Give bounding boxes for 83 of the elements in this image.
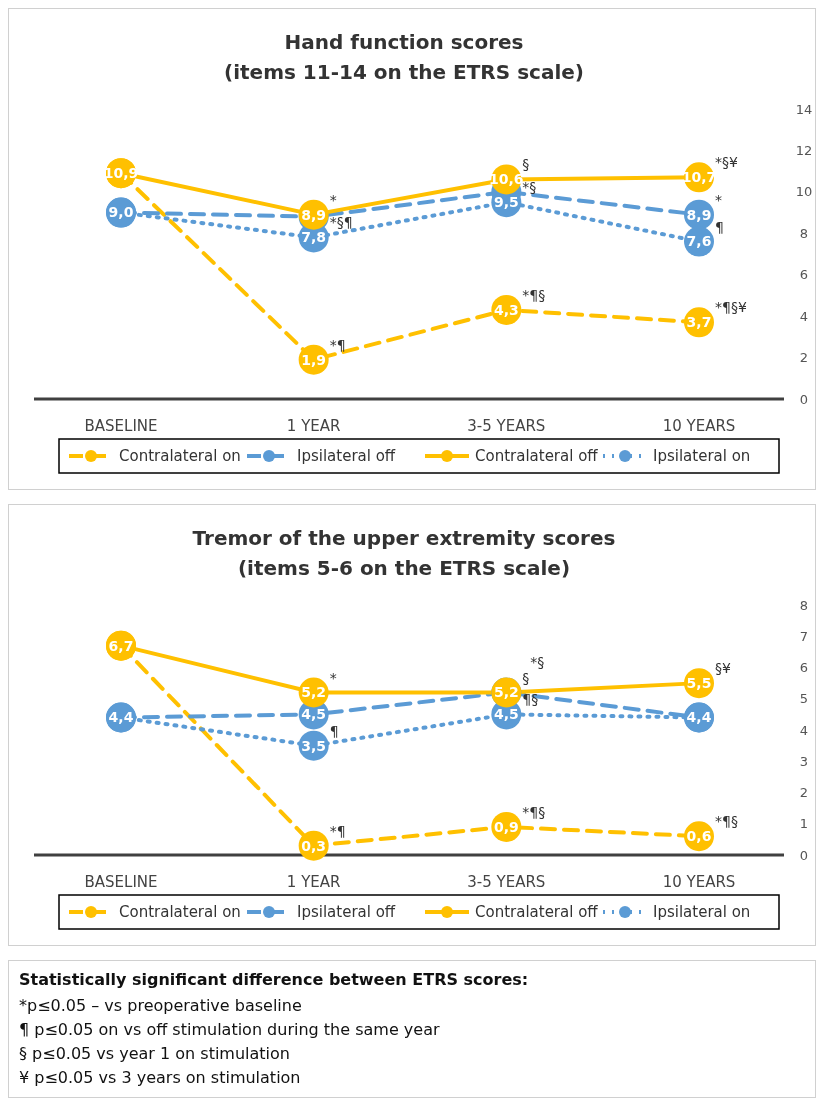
data-label: 10,9: [103, 165, 139, 182]
legend-label: Ipsilateral on: [653, 903, 751, 922]
annotation: *¶: [329, 336, 346, 353]
y-tick-label: 12: [795, 142, 813, 158]
x-tick-label: 3-5 YEARS: [467, 417, 546, 435]
y-tick-label: 4: [799, 722, 809, 738]
annotation: *§¶: [329, 214, 353, 231]
y-tick-label: 6: [799, 660, 809, 676]
text: ¶ p≤0.05 on vs off stimulation during the same year: [19, 1020, 440, 1039]
text: *p≤0.05 – vs preoperative baseline: [19, 996, 302, 1015]
legend-label: Contralateral on: [119, 447, 241, 466]
annotation: §: [522, 669, 530, 686]
x-tick-label: BASELINE: [84, 417, 158, 435]
legend-label: Ipsilateral on: [653, 447, 751, 466]
annotation: *: [715, 191, 722, 208]
data-label: 8,9: [686, 206, 712, 223]
data-label: 5,2: [301, 684, 327, 701]
y-tick-label: 3: [799, 753, 809, 769]
data-label: 1,9: [301, 351, 327, 368]
y-tick-label: 0: [799, 847, 809, 863]
y-tick-label: 14: [795, 101, 813, 117]
data-label: 4,3: [493, 301, 519, 318]
data-label: 3,5: [301, 737, 327, 754]
annotation: *§: [522, 179, 537, 196]
legend-label: Contralateral off: [475, 903, 599, 922]
y-tick-label: 4: [799, 308, 809, 324]
x-tick-label: 10 YEARS: [662, 417, 736, 435]
y-tick-label: 0: [799, 391, 809, 407]
chart-title: Tremor of the upper extremity scores (items 5-6 on the ETRS scale): [192, 526, 616, 580]
y-tick-label: 1: [799, 816, 809, 832]
legend-label: Contralateral off: [475, 447, 599, 466]
annotation: §¥: [715, 660, 731, 677]
data-label: 4,5: [493, 706, 519, 723]
annotation: ¶§: [522, 691, 539, 708]
annotation: *: [329, 191, 337, 208]
annotation: *: [329, 669, 337, 686]
annotation: *§¥: [715, 154, 738, 171]
text: § p≤0.05 vs year 1 on stimulation: [19, 1044, 290, 1063]
annotation: §: [522, 156, 530, 173]
y-tick-label: 8: [799, 597, 809, 613]
x-tick-label: 1 YEAR: [286, 417, 341, 435]
y-tick-label: 6: [799, 267, 809, 283]
data-label: 6,7: [108, 637, 134, 654]
annotation: *§: [530, 653, 545, 670]
y-tick-label: 7: [799, 628, 809, 644]
data-label: 4,5: [301, 706, 327, 723]
annotation: *¶§: [522, 803, 546, 820]
legend-label: Ipsilateral off: [297, 903, 396, 922]
data-label: 5,2: [493, 684, 519, 701]
data-label: 5,5: [686, 675, 712, 692]
annotation: ¶: [715, 218, 724, 235]
y-tick-label: 10: [795, 184, 813, 200]
y-tick-label: 8: [799, 225, 809, 241]
data-label: 4,4: [686, 709, 712, 726]
x-tick-label: BASELINE: [84, 873, 158, 891]
y-tick-label: 2: [799, 350, 809, 366]
data-label: 7,8: [301, 229, 327, 246]
annotation: *¶§: [715, 813, 738, 830]
data-label: 3,7: [686, 314, 712, 331]
y-tick-label: 2: [799, 785, 809, 801]
data-label: 4,4: [108, 709, 134, 726]
data-label: 9,0: [108, 204, 134, 221]
data-label: 8,9: [301, 206, 327, 223]
data-label: 7,6: [686, 233, 712, 250]
data-label: 10,7: [681, 169, 717, 186]
annotation: *¶§¥: [715, 299, 747, 316]
data-label: 0,9: [493, 818, 519, 835]
y-tick-label: 5: [799, 691, 809, 707]
legend-label: Contralateral on: [119, 903, 241, 922]
annotation: *¶: [329, 822, 346, 839]
data-label: 9,5: [493, 194, 519, 211]
x-tick-label: 1 YEAR: [286, 873, 341, 891]
data-label: 0,3: [301, 837, 327, 854]
annotation: ¶: [329, 722, 339, 739]
legend-label: Ipsilateral off: [297, 447, 396, 466]
text: Statistically significant difference between ETRS scores:: [19, 970, 529, 989]
data-label: 10,6: [489, 171, 524, 188]
x-tick-label: 3-5 YEARS: [467, 873, 546, 891]
text: ¥ p≤0.05 vs 3 years on stimulation: [19, 1068, 301, 1087]
data-label: 0,6: [686, 828, 712, 845]
x-tick-label: 10 YEARS: [662, 873, 736, 891]
annotation: *¶§: [522, 286, 546, 303]
chart-title: Hand function scores (items 11-14 on the ETRS scale): [224, 30, 584, 84]
